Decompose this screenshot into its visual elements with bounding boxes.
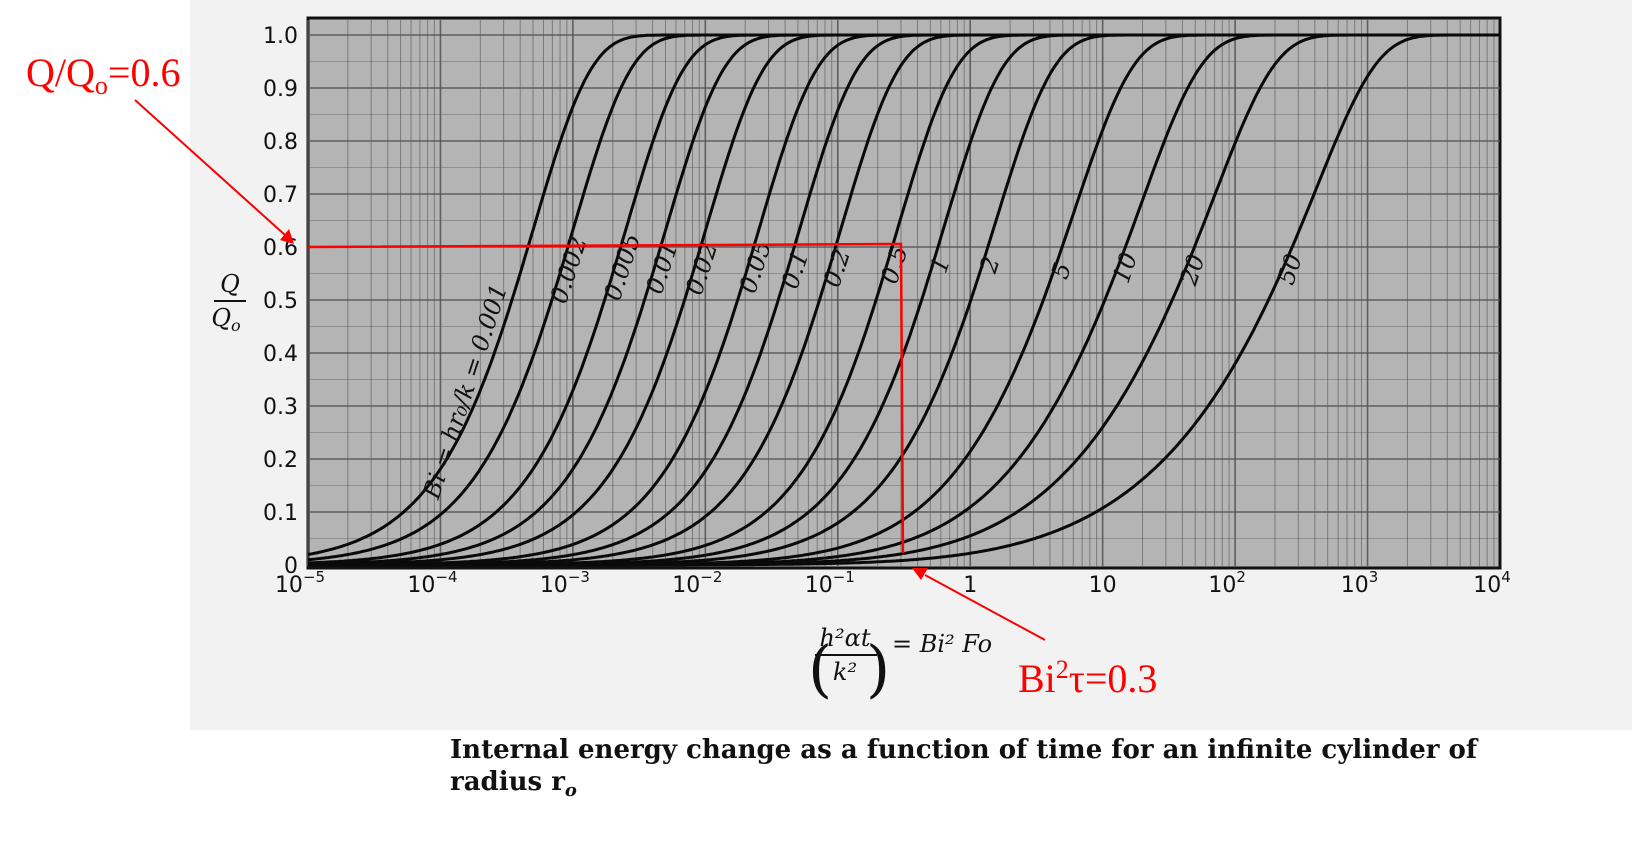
tick-labels: 00.10.20.30.40.50.60.70.80.91.010−5 10−4 1… bbox=[263, 24, 1511, 598]
x-tick-label: 10−3 bbox=[540, 568, 590, 598]
y-axis-label: Q Qo bbox=[211, 270, 246, 335]
y-label-numerator: Q bbox=[220, 270, 240, 298]
x-label-numerator: h²αt bbox=[820, 624, 871, 652]
x-tick-label: 102 bbox=[1208, 568, 1246, 598]
x-annotation-label: Bi2τ=0.3 bbox=[1018, 655, 1157, 701]
caption-box bbox=[440, 730, 1540, 805]
q-arrowhead-icon bbox=[280, 229, 294, 244]
x-tick-label: 103 bbox=[1341, 568, 1379, 598]
curve-bi-50 bbox=[308, 33, 1500, 567]
grid bbox=[307, 20, 1500, 566]
y-tick-label: 0.7 bbox=[263, 183, 298, 208]
left-paren: ( bbox=[808, 632, 832, 705]
right-paren: ) bbox=[866, 632, 890, 705]
y-tick-label: 0.5 bbox=[263, 289, 298, 314]
x-axis-label: ( h²αt k² ) = Bi² Fo bbox=[808, 624, 992, 705]
x-arrow bbox=[924, 574, 1046, 641]
y-label-denominator: Qo bbox=[211, 304, 240, 335]
caption-line-2: radius ro bbox=[450, 767, 577, 801]
x-tick-label: 10−1 bbox=[805, 568, 855, 598]
q-arrow bbox=[134, 99, 286, 236]
y-tick-label: 0.4 bbox=[263, 342, 298, 367]
caption-line-1: Internal energy change as a function of … bbox=[450, 735, 1479, 765]
annotation-guide-lines bbox=[307, 242, 905, 554]
x-tick-label: 104 bbox=[1473, 568, 1511, 598]
x-label-rhs: = Bi² Fo bbox=[892, 630, 992, 658]
x-tick-label: 10−4 bbox=[407, 568, 457, 598]
x-tick-label: 10−2 bbox=[672, 568, 722, 598]
y-tick-label: 0.9 bbox=[263, 77, 298, 102]
x-arrowhead-icon bbox=[912, 568, 928, 580]
y-tick-label: 0.1 bbox=[263, 501, 298, 526]
x-tick-label: 10−5 bbox=[275, 568, 325, 598]
x-tick-label: 10 bbox=[1089, 573, 1117, 598]
q-annotation-label: Q/Qo=0.6 bbox=[26, 50, 180, 100]
red-annotations: Q/Qo=0.6 Bi2τ=0.3 bbox=[26, 50, 1157, 701]
y-tick-label: 0.3 bbox=[263, 395, 298, 420]
y-tick-label: 0.8 bbox=[263, 130, 298, 155]
y-tick-label: 1.0 bbox=[263, 24, 298, 49]
plot-area bbox=[306, 16, 1502, 570]
y-tick-label: 0.2 bbox=[263, 448, 298, 473]
x-label-denominator: k² bbox=[833, 658, 857, 686]
y-tick-label: 0 bbox=[284, 554, 298, 579]
x-tick-label: 1 bbox=[963, 573, 977, 598]
